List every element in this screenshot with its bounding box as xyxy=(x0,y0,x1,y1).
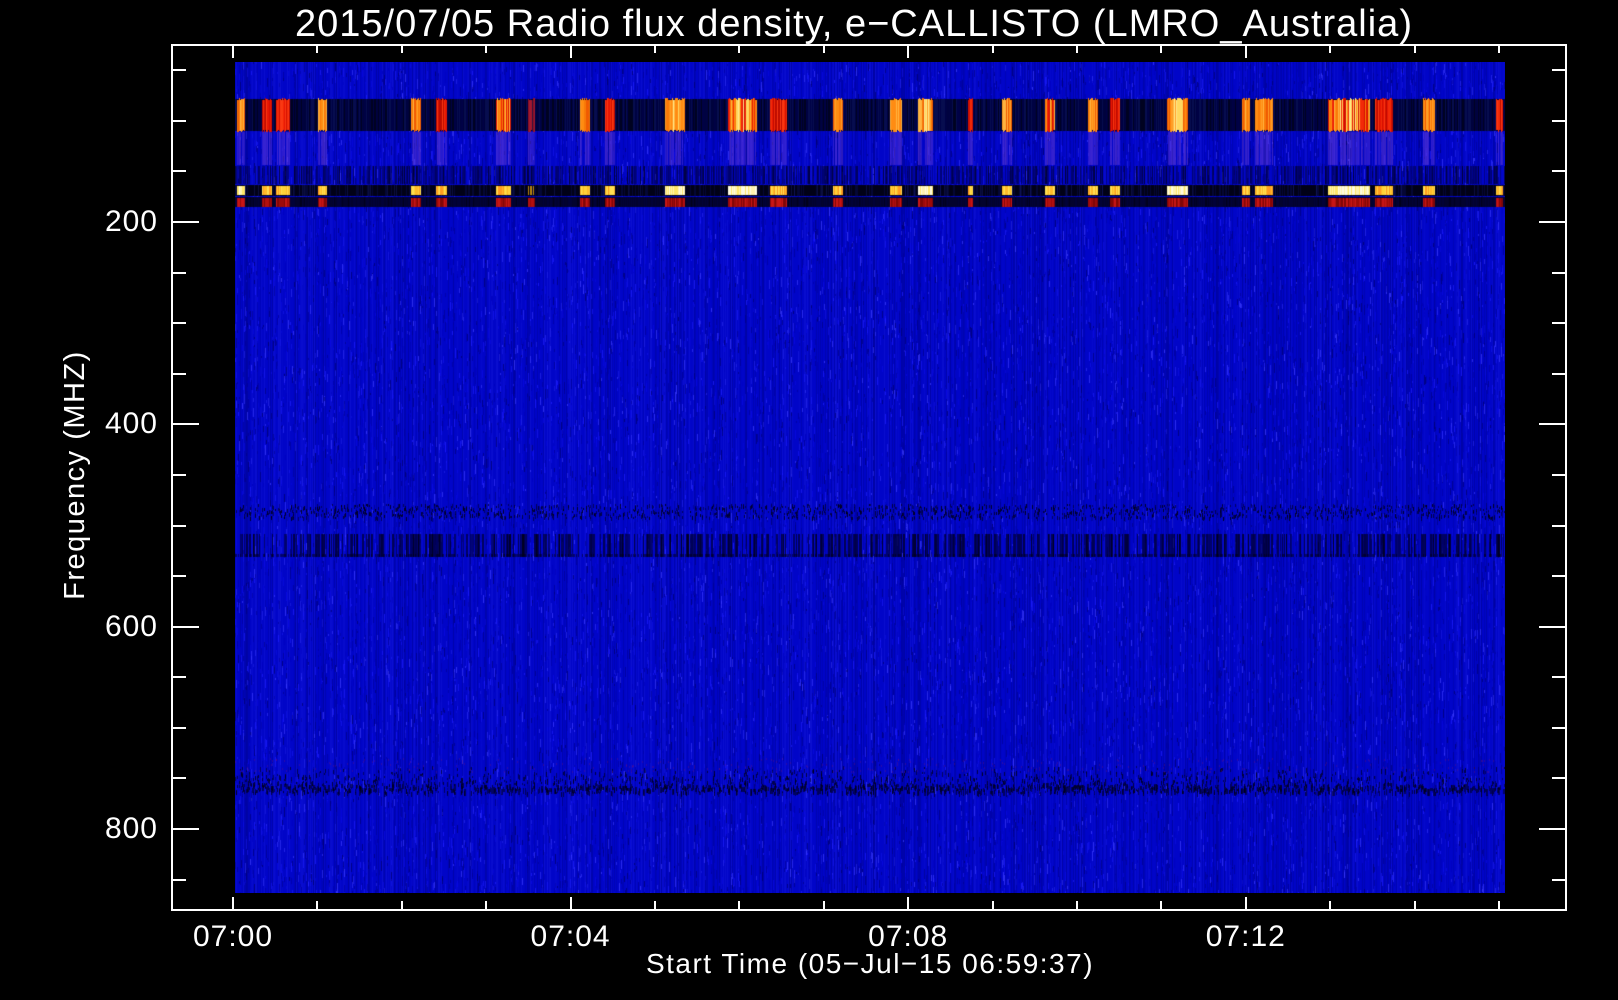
y-axis-minor-tick-right xyxy=(1552,575,1565,578)
y-axis-minor-tick-right xyxy=(1552,524,1565,527)
y-axis-major-tick xyxy=(173,828,199,830)
y-axis-minor-tick xyxy=(173,473,186,476)
y-axis-minor-tick-right xyxy=(1552,878,1565,881)
y-axis-minor-tick-right xyxy=(1552,777,1565,780)
y-axis-minor-tick xyxy=(173,726,186,729)
x-axis-minor-tick-top xyxy=(1160,46,1163,53)
y-axis-minor-tick-right xyxy=(1552,676,1565,679)
y-axis-minor-tick xyxy=(173,524,186,527)
y-axis-major-tick-right xyxy=(1539,625,1565,628)
y-axis-minor-tick-right xyxy=(1552,271,1565,274)
x-axis-minor-tick xyxy=(1076,901,1078,909)
y-axis-minor-tick-right xyxy=(1552,119,1565,122)
x-axis-minor-tick xyxy=(991,901,994,909)
x-axis-major-tick-top xyxy=(907,46,910,58)
x-tick-label: 07:00 xyxy=(192,920,274,953)
y-axis-major-tick-right xyxy=(1539,423,1565,426)
x-axis-minor-tick xyxy=(822,901,825,909)
x-axis-major-tick-top xyxy=(1244,46,1247,58)
x-axis-minor-tick-top xyxy=(991,46,994,53)
x-axis-minor-tick-top xyxy=(400,46,403,53)
y-tick-label: 600 xyxy=(104,609,158,643)
y-axis-minor-tick-right xyxy=(1552,473,1565,476)
y-axis-minor-tick-right xyxy=(1552,69,1565,72)
y-axis-label: Frequency (MHZ) xyxy=(59,350,91,600)
x-axis-label: Start Time (05−Jul−15 06:59:37) xyxy=(645,948,1095,979)
y-axis-minor-tick xyxy=(173,372,186,375)
y-axis-minor-tick xyxy=(173,322,186,325)
x-axis-minor-tick-top xyxy=(738,46,741,53)
y-axis-minor-tick xyxy=(173,119,186,122)
x-axis-major-tick-top xyxy=(569,46,572,58)
y-axis-major-tick-right xyxy=(1539,221,1565,223)
y-axis-major-tick-right xyxy=(1539,828,1565,830)
y-axis-minor-tick-right xyxy=(1552,322,1565,325)
x-axis-minor-tick-top xyxy=(654,46,656,53)
spectrogram-canvas xyxy=(235,62,1505,893)
x-axis-minor-tick-top xyxy=(1329,46,1332,53)
x-tick-label: 07:08 xyxy=(868,920,949,953)
y-axis-minor-tick xyxy=(173,170,186,173)
y-axis-major-tick xyxy=(173,423,199,426)
y-axis-minor-tick xyxy=(173,69,186,72)
y-axis-minor-tick xyxy=(173,777,186,780)
x-axis-major-tick xyxy=(907,897,910,909)
x-axis-major-tick xyxy=(569,897,572,909)
chart-title: 2015/07/05 Radio flux density, e−CALLIST… xyxy=(295,3,1413,45)
x-axis-minor-tick-top xyxy=(1498,46,1500,53)
y-axis-major-tick xyxy=(173,625,199,628)
x-axis-minor-tick xyxy=(738,901,741,909)
y-axis-minor-tick xyxy=(173,878,186,881)
x-axis-minor-tick xyxy=(400,901,403,909)
x-axis-minor-tick-top xyxy=(1413,46,1416,53)
x-axis-major-tick-top xyxy=(232,46,234,58)
y-axis-minor-tick xyxy=(173,676,186,679)
x-tick-label: 07:12 xyxy=(1205,920,1286,953)
y-axis-minor-tick-right xyxy=(1552,372,1565,375)
x-axis-minor-tick xyxy=(1160,901,1163,909)
x-axis-minor-tick-top xyxy=(485,46,488,53)
y-axis-minor-tick-right xyxy=(1552,726,1565,729)
y-axis-minor-tick xyxy=(173,271,186,274)
y-tick-label: 400 xyxy=(104,407,158,441)
x-axis-minor-tick-top xyxy=(316,46,319,53)
y-axis-minor-tick xyxy=(173,575,186,578)
y-axis-minor-tick-right xyxy=(1552,170,1565,173)
x-axis-minor-tick xyxy=(654,901,656,909)
x-axis-minor-tick-top xyxy=(822,46,825,53)
x-axis-major-tick xyxy=(1244,897,1247,909)
x-axis-minor-tick xyxy=(1498,901,1500,909)
y-tick-label: 200 xyxy=(104,205,158,238)
y-tick-label: 800 xyxy=(104,812,158,845)
x-tick-label: 07:04 xyxy=(530,920,611,953)
plot-frame xyxy=(171,44,1567,911)
x-axis-minor-tick xyxy=(485,901,488,909)
x-axis-minor-tick xyxy=(1329,901,1332,909)
x-axis-major-tick xyxy=(232,897,234,909)
y-axis-major-tick xyxy=(173,221,199,223)
x-axis-minor-tick xyxy=(316,901,319,909)
x-axis-minor-tick xyxy=(1413,901,1416,909)
x-axis-minor-tick-top xyxy=(1076,46,1078,53)
